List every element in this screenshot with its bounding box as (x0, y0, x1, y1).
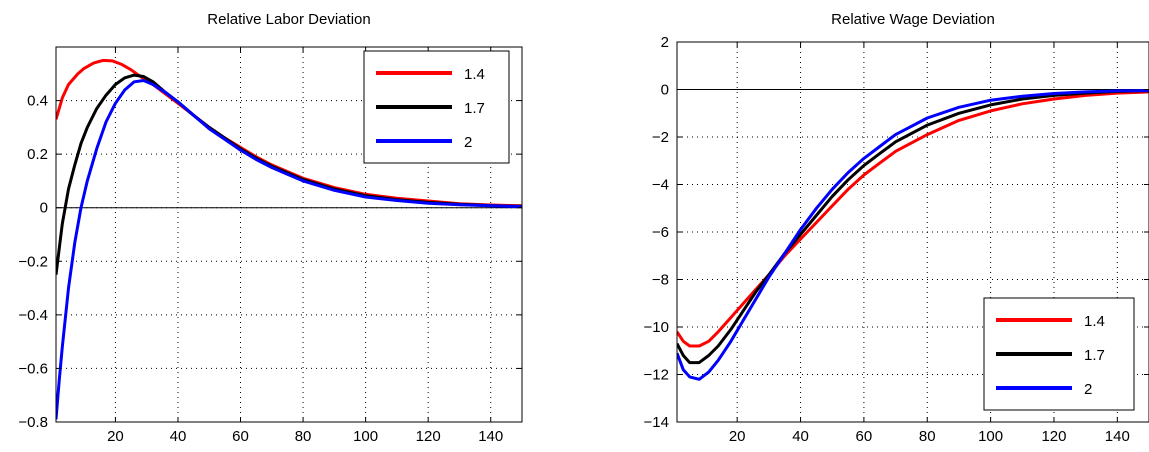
legend-label: 1.4 (1084, 313, 1105, 330)
legend-label: 2 (1084, 381, 1092, 398)
y-tick-label: −4 (652, 177, 669, 194)
x-tick-label: 20 (729, 428, 746, 445)
chart-title: Relative Wage Deviation (831, 11, 995, 28)
x-tick-label: 100 (978, 428, 1003, 445)
legend-label: 1.4 (464, 66, 485, 83)
y-tick-label: −2 (652, 129, 669, 146)
x-tick-label: 120 (416, 428, 441, 445)
x-tick-label: 100 (353, 428, 378, 445)
y-tick-label: −0.4 (18, 307, 48, 324)
x-tick-label: 60 (232, 428, 249, 445)
x-tick-label: 140 (478, 428, 503, 445)
legend: 1.4 1.7 2 (363, 50, 510, 164)
x-tick-label: 80 (919, 428, 936, 445)
y-tick-label: 0 (40, 200, 48, 217)
y-tick-label: 2 (661, 34, 669, 51)
wage-deviation-plot: Relative Wage Deviation 20 40 60 80 100 120 14… (644, 11, 1149, 445)
y-tick-label: −0.8 (18, 414, 48, 431)
y-tick-label: −14 (644, 414, 669, 431)
axes-frame (55, 46, 523, 423)
x-tick-label: 80 (295, 428, 312, 445)
x-tick-label: 60 (856, 428, 873, 445)
y-tick-label: 0.4 (27, 93, 48, 110)
y-tick-label: 0.2 (27, 146, 48, 163)
labor-deviation-plot: Relative Labor Deviation 20 40 60 80 100 120 1… (18, 11, 523, 445)
x-tick-label: 20 (107, 428, 124, 445)
x-tick-label: 120 (1041, 428, 1066, 445)
x-tick-label: 40 (170, 428, 187, 445)
y-tick-label: −12 (644, 367, 669, 384)
series-line-1.7 (677, 89, 1149, 365)
x-tick-label: 40 (792, 428, 809, 445)
y-tick-label: 0 (661, 82, 669, 99)
series-line-2 (677, 89, 1149, 381)
legend-label: 1.7 (1084, 347, 1105, 364)
y-tick-label: −0.2 (18, 253, 48, 270)
chart-title: Relative Labor Deviation (207, 11, 370, 28)
y-tick-label: −8 (652, 272, 669, 289)
legend-label: 2 (464, 134, 472, 151)
legend: 1.4 1.7 2 (983, 297, 1135, 411)
y-tick-label: −0.6 (18, 360, 48, 377)
x-tick-label: 140 (1105, 428, 1130, 445)
legend-label: 1.7 (464, 100, 485, 117)
series-line-2 (56, 79, 522, 420)
y-tick-label: −10 (644, 319, 669, 336)
series-line-1.4 (677, 90, 1149, 348)
y-tick-label: −6 (652, 224, 669, 241)
